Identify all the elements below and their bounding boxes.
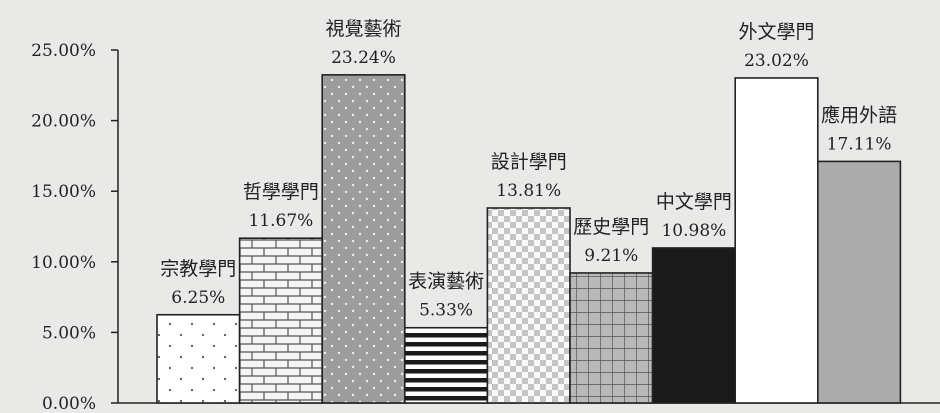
bar-value-label: 11.67% <box>248 211 313 231</box>
bar-2 <box>238 237 324 404</box>
bar-1 <box>156 313 241 404</box>
bar-category-label: 宗教學門 <box>160 258 236 280</box>
bar-value-label: 13.81% <box>496 181 561 201</box>
bar-value-label: 23.24% <box>331 48 396 68</box>
y-tick-label: 15.00% <box>31 182 96 202</box>
bar-value-label: 10.98% <box>661 221 726 241</box>
bar-value-label: 6.25% <box>171 288 225 308</box>
bar-8 <box>734 77 819 404</box>
y-tick-label: 0.00% <box>42 394 96 413</box>
bar-value-label: 5.33% <box>419 301 473 321</box>
bar-7 <box>651 247 736 404</box>
bar-value-label: 23.02% <box>744 51 809 71</box>
bar-category-label: 哲學學門 <box>243 181 319 203</box>
bar-4 <box>403 326 489 404</box>
bar-9 <box>816 160 902 404</box>
y-tick-label: 5.00% <box>42 323 96 343</box>
bar-category-label: 中文學門 <box>656 191 732 213</box>
y-tick-label: 25.00% <box>31 41 96 61</box>
y-tick-label: 20.00% <box>31 112 96 132</box>
bar-category-label: 表演藝術 <box>408 271 484 293</box>
bar-category-label: 視覺藝術 <box>325 18 401 40</box>
bar-category-label: 應用外語 <box>821 103 897 126</box>
bar-category-label: 設計學門 <box>491 151 567 173</box>
bar-value-label: 17.11% <box>827 134 892 154</box>
bar-5 <box>486 207 571 404</box>
bar-category-label: 外文學門 <box>738 21 814 43</box>
y-tick-label: 10.00% <box>31 253 96 273</box>
bar-category-label: 歷史學門 <box>573 216 649 238</box>
bar-3 <box>321 74 406 404</box>
bar-value-label: 9.21% <box>584 246 638 266</box>
bar-6 <box>569 272 654 404</box>
